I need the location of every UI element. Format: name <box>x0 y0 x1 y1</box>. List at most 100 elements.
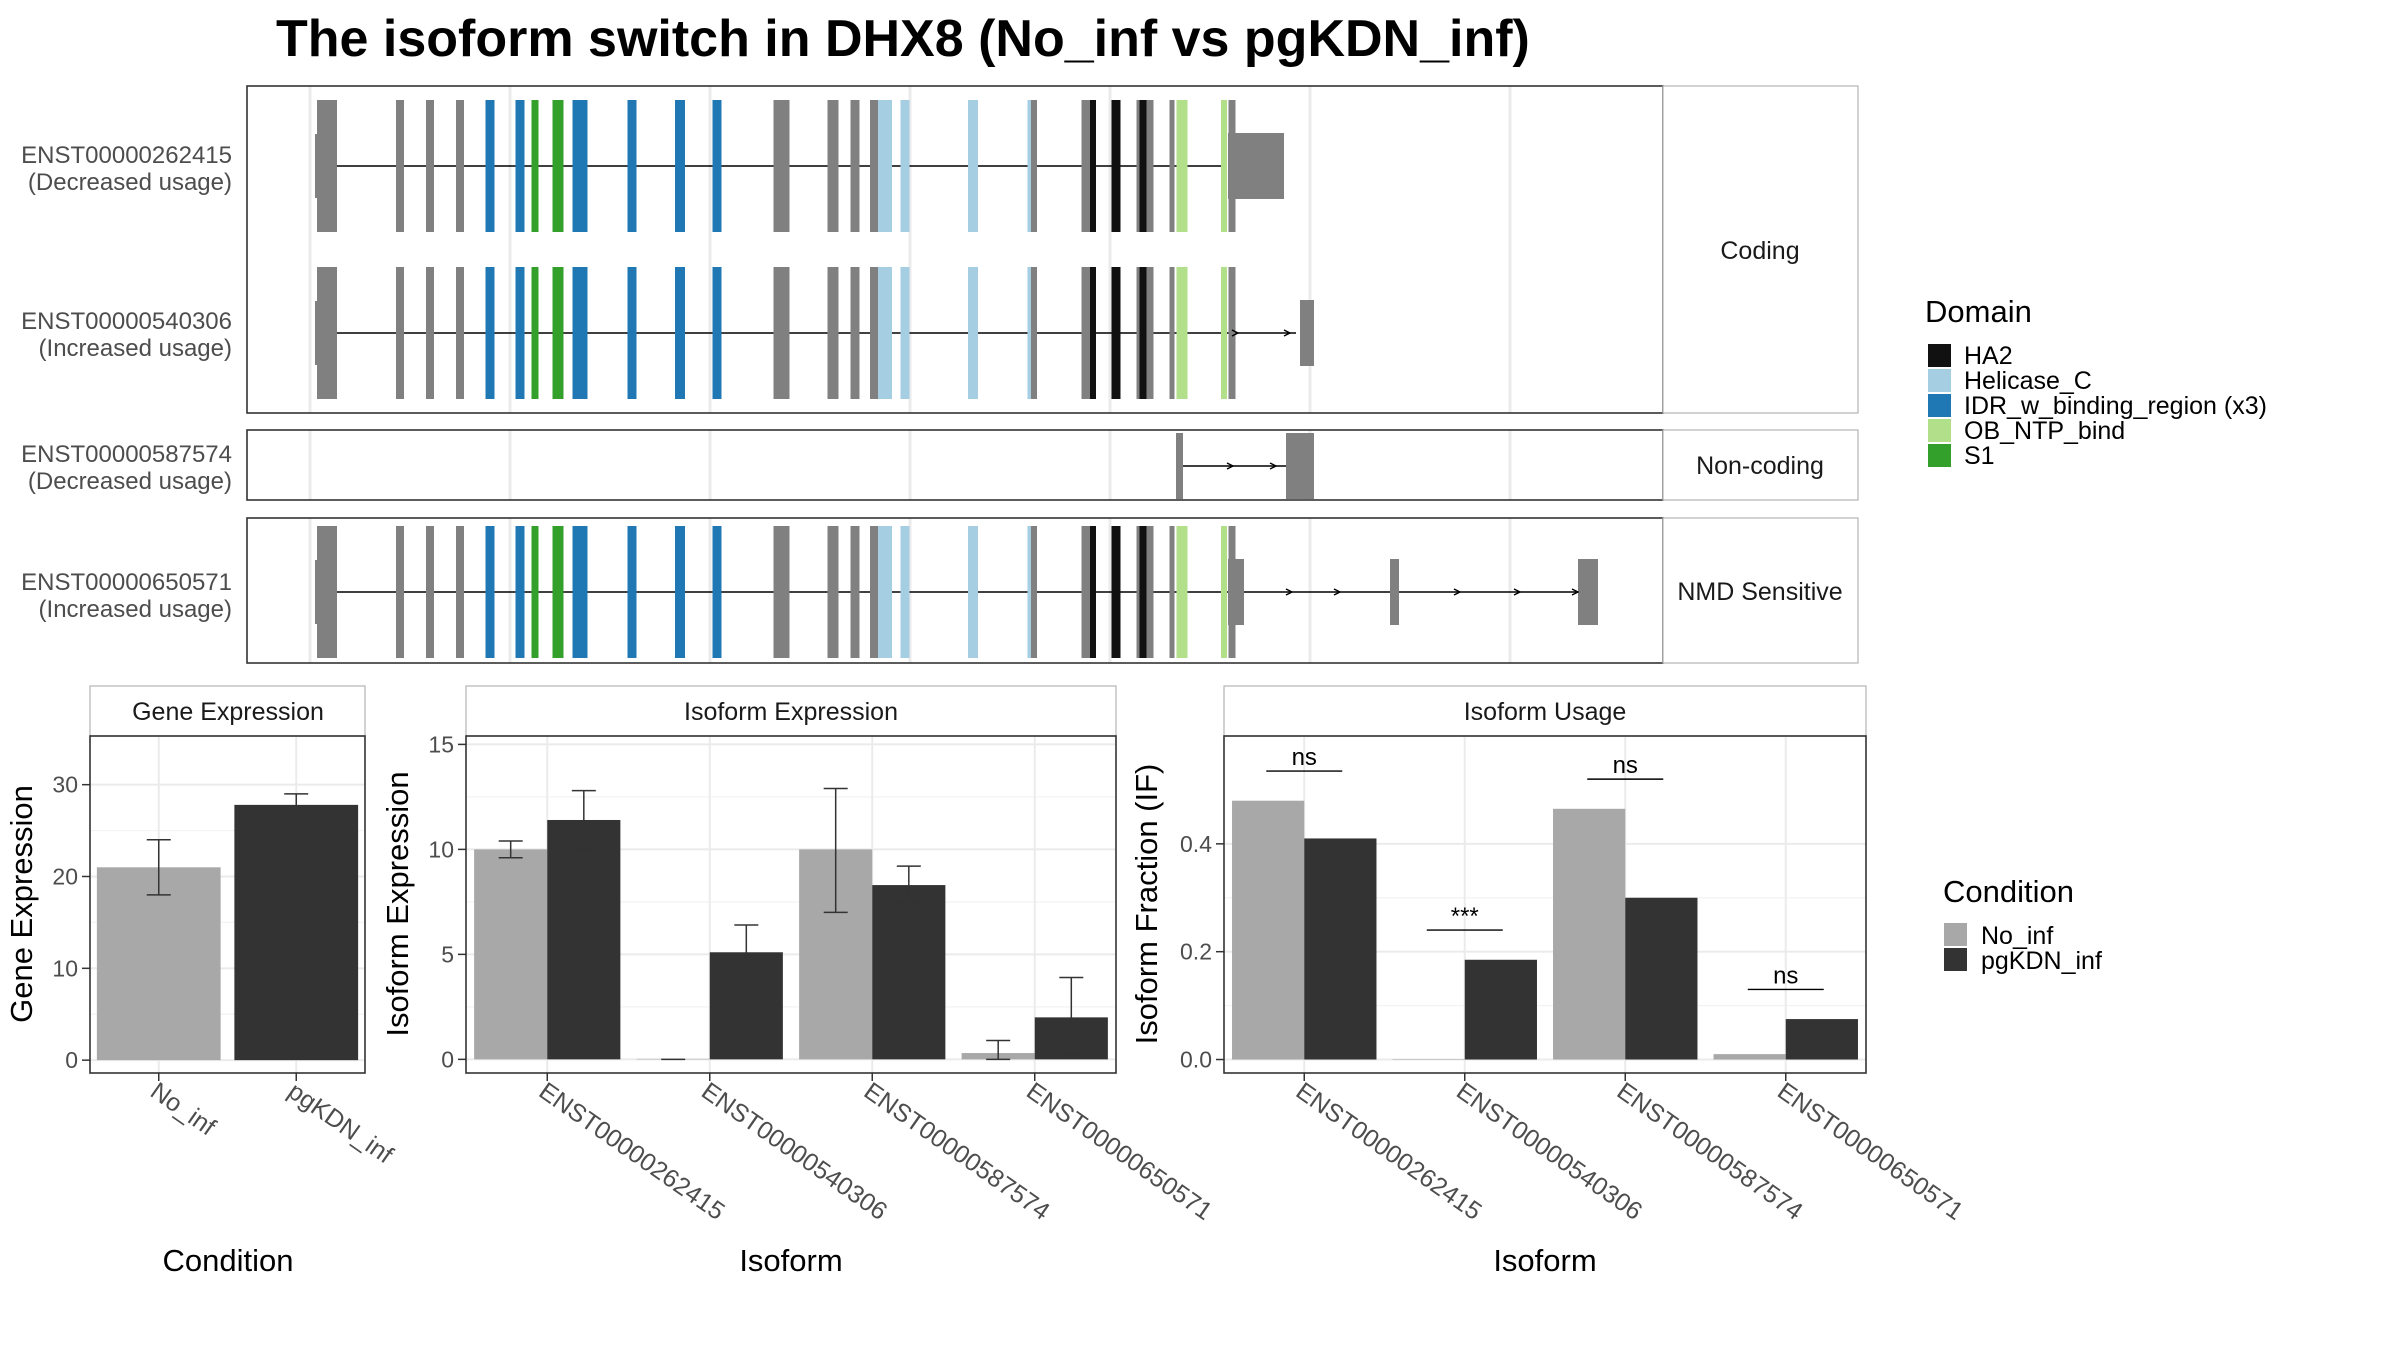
error-bar <box>1059 976 1084 1056</box>
bar-no-inf-enst00000587574 <box>1553 808 1626 1060</box>
exon-s1 <box>531 526 539 658</box>
legend-label-ha2: HA2 <box>1964 342 2013 370</box>
exon-exon <box>1081 526 1091 658</box>
significance-label: ns <box>1773 962 1798 989</box>
exon-ha2 <box>1139 526 1149 658</box>
exon-idr-w-binding-region-x3 <box>515 526 525 658</box>
exon-exon <box>456 526 464 658</box>
exon-exon <box>773 526 783 658</box>
y-tick-label: 10 <box>428 836 454 862</box>
exon-helicase-c <box>1027 526 1033 658</box>
exon-idr-w-binding-region-x3 <box>572 267 588 399</box>
error-bar <box>498 840 523 859</box>
exon-exon <box>456 100 464 232</box>
exon-idr-w-binding-region-x3 <box>675 526 685 658</box>
transcript-track-3 <box>1176 433 1314 499</box>
legend-key-no-inf <box>1944 923 1967 946</box>
exon-ha2 <box>1139 100 1149 232</box>
y-tick-label: 10 <box>52 955 78 981</box>
gene-expression-panel: Gene Expression 0 10 20 30 No_inf pgKDN_inf G… <box>4 685 398 1278</box>
exon-exon <box>1031 526 1037 658</box>
exon-idr-w-binding-region-x3 <box>675 100 685 232</box>
transcript-track-2 <box>315 267 1314 399</box>
isoform-label-id-2: ENST00000540306 <box>21 308 232 335</box>
error-bar <box>571 789 596 851</box>
exon-exon <box>1169 267 1175 399</box>
exon-s1 <box>531 267 539 399</box>
exon-exon <box>1146 526 1154 658</box>
error-bar <box>146 839 171 896</box>
exon-idr-w-binding-region-x3 <box>485 526 495 658</box>
exon-exon <box>773 100 783 232</box>
y-tick-label: 0 <box>65 1047 78 1073</box>
exon-ob-ntp-bind <box>1221 100 1227 232</box>
isoform-usage-frame <box>1223 735 1867 1074</box>
direction-arrow <box>1333 588 1342 596</box>
exon-exon <box>456 267 464 399</box>
y-tick-label: 0.4 <box>1180 831 1212 857</box>
exon-exon <box>327 267 337 399</box>
exon-exon <box>1169 100 1175 232</box>
exon <box>1300 300 1314 366</box>
exon-exon <box>426 526 434 658</box>
exon-ha2 <box>1111 526 1121 658</box>
exon-exon <box>1146 100 1154 232</box>
isoform-expression-xlabel: Isoform <box>739 1243 842 1278</box>
exon-exon <box>827 526 839 658</box>
exon-idr-w-binding-region-x3 <box>675 267 685 399</box>
exon-exon <box>1228 267 1236 399</box>
exon-helicase-c <box>968 526 978 658</box>
exon-exon <box>396 267 404 399</box>
bar-no-inf-enst00000540306 <box>1392 1059 1465 1060</box>
exon-helicase-c <box>900 267 910 399</box>
strip-nmd <box>1662 517 1859 664</box>
gene-expression-strip <box>89 685 366 737</box>
exon <box>1578 559 1598 625</box>
bar-pgkdn-inf <box>234 804 359 1061</box>
exon-idr-w-binding-region-x3 <box>572 100 588 232</box>
direction-arrow <box>1285 588 1294 596</box>
exon-exon <box>1146 267 1154 399</box>
bar-no-inf-enst00000650571 <box>1713 1054 1786 1060</box>
bar-pgkdn-inf-enst00000650571 <box>1785 1019 1858 1060</box>
error-bar <box>823 787 848 914</box>
exon-ob-ntp-bind <box>1221 267 1227 399</box>
isoform-label-usage-1: (Decreased usage) <box>28 169 232 196</box>
exon-exon <box>850 100 860 232</box>
exon-ha2 <box>1090 526 1096 658</box>
exon-exon <box>327 526 337 658</box>
direction-arrow <box>1283 329 1292 337</box>
bar-pgkdn-inf-enst00000262415 <box>547 819 621 1060</box>
gene-expression-strip-label: Gene Expression <box>132 698 324 726</box>
y-tick-label: 0.0 <box>1180 1047 1212 1073</box>
condition-legend-title: Condition <box>1943 874 2074 909</box>
isoform-expression-panel: Isoform Expression 051015ENST00000262415… <box>380 685 1217 1278</box>
exon-exon <box>782 526 790 658</box>
direction-arrow <box>1513 588 1522 596</box>
exon <box>1176 433 1183 499</box>
bar-no-inf-enst00000262415 <box>474 849 548 1060</box>
isoform-usage-xlabel: Isoform <box>1493 1243 1596 1278</box>
exon-exon <box>850 526 860 658</box>
y-tick-label: 0.2 <box>1180 939 1212 965</box>
transcript-tracks <box>315 100 1598 658</box>
exon-idr-w-binding-region-x3 <box>712 526 722 658</box>
exon-ob-ntp-bind <box>1221 526 1227 658</box>
error-bar <box>986 1039 1011 1061</box>
isoform-expression-strip-label: Isoform Expression <box>684 698 898 726</box>
exon <box>1228 133 1284 199</box>
isoform-expression-ylabel: Isoform Expression <box>380 771 415 1036</box>
gene-expression-frame <box>89 735 366 1074</box>
exon-exon <box>396 526 404 658</box>
exon-exon <box>396 100 404 232</box>
direction-arrow <box>1226 462 1235 470</box>
exon-ha2 <box>1111 267 1121 399</box>
exon-exon <box>317 526 327 658</box>
bar-no-inf-enst00000262415 <box>1232 800 1305 1060</box>
legend-key-ha2 <box>1928 344 1951 367</box>
exon-idr-w-binding-region-x3 <box>515 267 525 399</box>
legend-key-s1 <box>1928 444 1951 467</box>
isoform-label-usage-3: (Decreased usage) <box>28 468 232 495</box>
strip-label-coding: Coding <box>1720 237 1799 265</box>
